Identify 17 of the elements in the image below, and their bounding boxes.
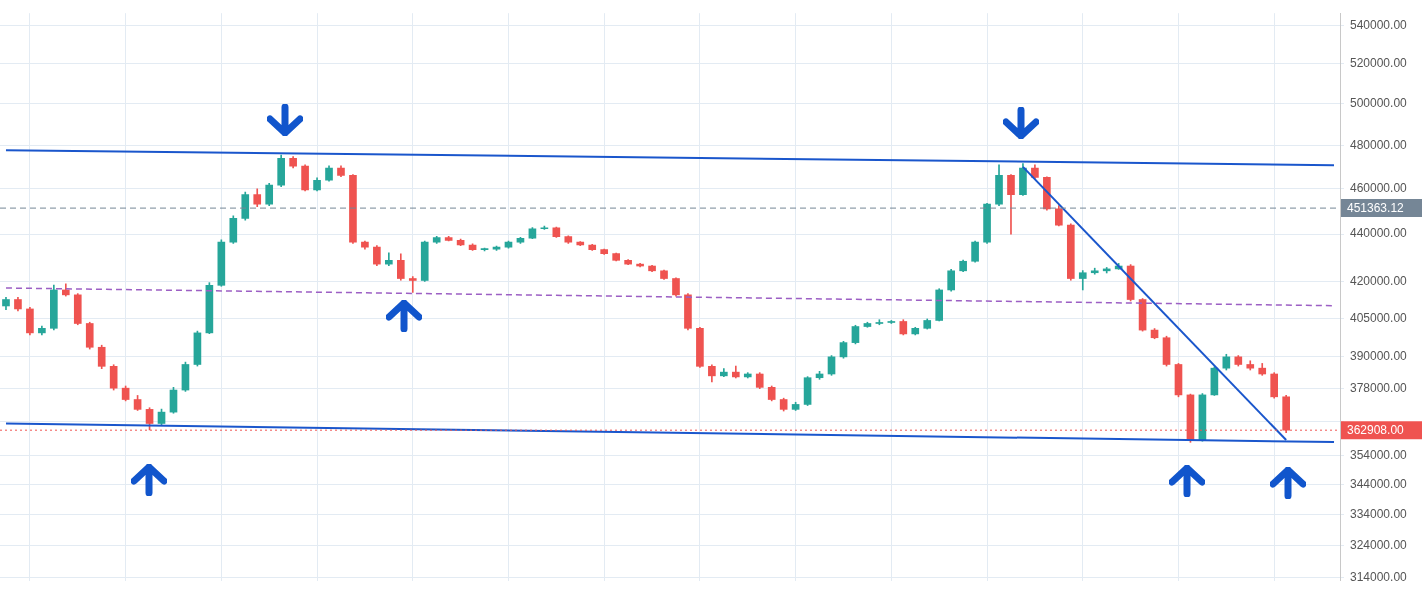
y-tick-label: 390000.00 — [1350, 349, 1408, 364]
y-tick-label: 480000.00 — [1350, 137, 1408, 152]
y-tick-label: 440000.00 — [1350, 226, 1408, 241]
y-tick-label: 460000.00 — [1350, 181, 1408, 196]
ref-line-label: 451363.12 — [1347, 201, 1405, 216]
y-tick-label: 314000.00 — [1350, 569, 1408, 584]
y-tick-label: 354000.00 — [1350, 447, 1408, 462]
y-tick-label: 344000.00 — [1350, 476, 1408, 491]
y-tick-label: 378000.00 — [1350, 381, 1408, 396]
y-tick-label: 500000.00 — [1350, 96, 1408, 111]
y-tick-label: 540000.00 — [1350, 17, 1408, 32]
y-tick-label: 420000.00 — [1350, 273, 1408, 288]
y-tick-label: 405000.00 — [1350, 310, 1408, 325]
y-tick-label: 520000.00 — [1350, 56, 1408, 71]
y-tick-label: 324000.00 — [1350, 537, 1408, 552]
ref-line-label: 362908.00 — [1347, 423, 1405, 438]
y-tick-label: 334000.00 — [1350, 507, 1408, 521]
